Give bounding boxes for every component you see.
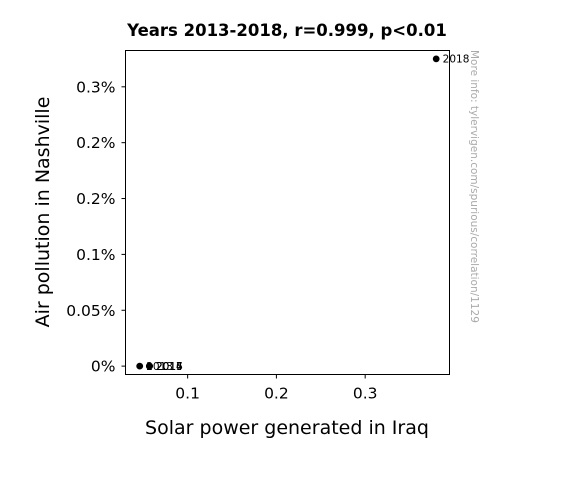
x-tick-label: 0.3 [353,385,378,403]
watermark-text: More info: tylervigen.com/spurious/corre… [468,50,480,323]
data-point-label: 2013 [146,361,173,373]
y-tick-label: 0% [91,358,116,376]
chart-title: Years 2013-2018, r=0.999, p<0.01 [126,21,447,40]
x-axis-label: Solar power generated in Iraq [145,417,429,439]
y-axis: 0% 0.05% 0.1% 0.2% 0.2% 0.3% [66,78,126,376]
y-axis-label: Air pollution in Nashville [32,97,54,328]
y-tick-label: 0.1% [76,246,115,264]
data-point [136,362,144,370]
y-tick-label: 0.2% [76,134,115,152]
data-point [146,362,153,370]
y-tick-label: 0.2% [76,190,115,208]
y-tick-label: 0.3% [76,78,115,96]
data-point-label: 2018 [443,54,470,66]
x-tick-label: 0.2 [264,385,289,403]
data-point-label: 2015 [156,361,183,373]
y-tick-label: 0.05% [66,302,115,320]
data-point-label: 2017 [156,361,183,373]
x-tick-label: 0.1 [175,385,200,403]
x-axis: 0.1 0.2 0.3 [175,374,378,403]
data-point-label: 2016 [156,361,183,373]
data-point-label: 2014 [156,361,183,373]
plot-area [125,50,450,375]
data-point [432,55,440,63]
